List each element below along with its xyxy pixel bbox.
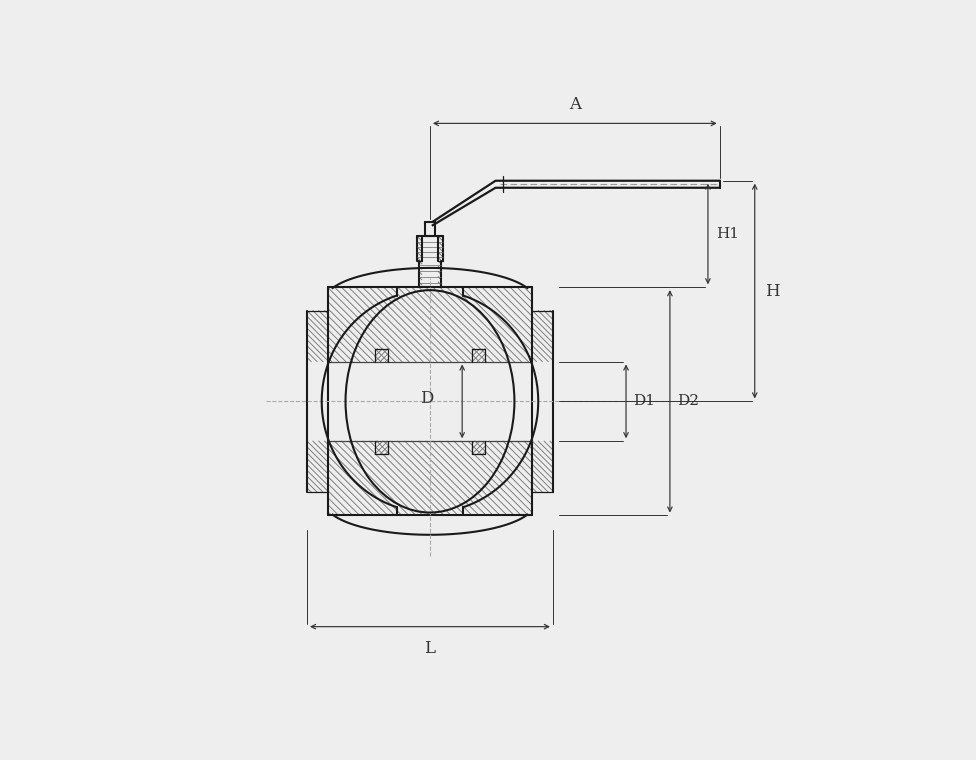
Text: L: L <box>425 639 435 657</box>
Text: H1: H1 <box>716 227 739 241</box>
Text: D1: D1 <box>633 394 656 408</box>
Text: H: H <box>765 283 780 299</box>
Text: A: A <box>569 96 581 112</box>
Text: D2: D2 <box>677 394 700 408</box>
Text: D: D <box>421 390 433 407</box>
